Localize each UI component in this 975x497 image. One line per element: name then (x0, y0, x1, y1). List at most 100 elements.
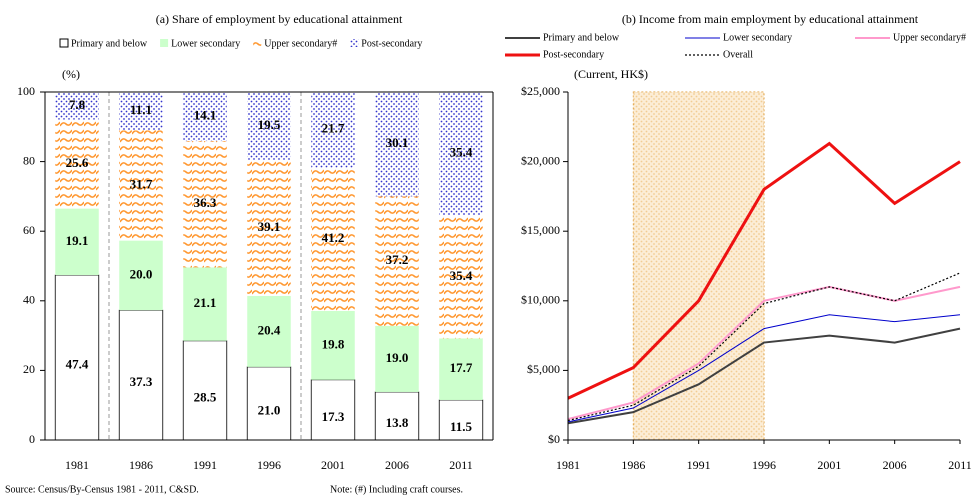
bar-segment (119, 130, 163, 241)
value-label: 21.1 (194, 295, 217, 310)
bar-segment (183, 92, 227, 142)
x-tick-label: 1986 (621, 458, 645, 472)
x-tick-label: 2001 (817, 458, 841, 472)
bar-segment (375, 196, 419, 326)
source: Source: Census/By-Census 1981 - 2011, C&… (5, 484, 199, 495)
value-label: 31.7 (130, 176, 153, 191)
y-tick-label: 0 (29, 432, 35, 446)
bar-segment (247, 92, 291, 160)
bar-segment (439, 215, 483, 339)
legend-swatch (160, 39, 169, 47)
bar-segment (311, 92, 355, 168)
shaded-period-texture (633, 92, 764, 440)
legend-label: Overall (723, 49, 753, 60)
y-tick-label: 20 (23, 362, 35, 376)
value-label: 11.5 (450, 419, 473, 434)
bar-segment (183, 141, 227, 268)
bar-segment (374, 391, 420, 441)
line-series (567, 314, 961, 423)
legend-label: Upper secondary# (264, 38, 337, 49)
value-label: 41.2 (322, 230, 345, 245)
value-label: 39.1 (258, 219, 281, 234)
value-label: 37.3 (130, 374, 153, 389)
value-label: 19.5 (258, 117, 281, 132)
bar-segment (246, 366, 292, 441)
legend-label: Post-secondary (361, 38, 422, 49)
bar-segment (439, 92, 483, 216)
value-label: 35.4 (450, 145, 473, 160)
y-tick-label: $5,000 (527, 362, 560, 376)
y-tick-label: $25,000 (521, 84, 560, 98)
value-label: 47.4 (66, 357, 89, 372)
value-label: 19.8 (322, 336, 345, 351)
y-tick-label: $20,000 (521, 153, 560, 167)
value-label: 28.5 (194, 389, 217, 404)
value-label: 30.1 (386, 135, 409, 150)
value-label: 35.4 (450, 268, 473, 283)
value-label: 37.2 (386, 252, 409, 267)
x-tick-label: 1996 (752, 458, 776, 472)
bar-segment (375, 325, 419, 392)
y-tick-label: $15,000 (521, 223, 560, 237)
y-tick-label: 100 (17, 84, 35, 98)
value-label: 19.1 (66, 233, 89, 248)
legend-swatch (253, 39, 262, 47)
legend-label: Lower secondary (171, 38, 240, 49)
value-label: 13.8 (386, 415, 409, 430)
y-tick-label: $10,000 (521, 293, 560, 307)
x-tick-label: 2011 (948, 458, 972, 472)
x-tick-label: 2011 (449, 458, 473, 472)
value-label: 14.1 (194, 108, 217, 123)
bar-segment (183, 267, 227, 341)
y-tick-label: 80 (23, 153, 35, 167)
bar-segment (55, 208, 99, 276)
value-label: 36.3 (194, 195, 217, 210)
bar-segment (119, 91, 163, 131)
bar-segment (55, 119, 99, 209)
x-tick-label: 1996 (257, 458, 281, 472)
line-series (567, 272, 961, 422)
line-series (567, 141, 961, 400)
bar-segment (438, 399, 484, 441)
legend-label: Primary and below (543, 32, 620, 43)
x-tick-label: 2006 (883, 458, 907, 472)
bar-segment (375, 91, 419, 197)
value-label: 17.7 (450, 360, 473, 375)
legend-swatch (59, 38, 69, 48)
chart-title: (b) Income from main employment by educa… (622, 12, 919, 26)
value-label: 11.1 (130, 102, 152, 117)
bar-segment (247, 159, 291, 296)
x-tick-label: 2001 (321, 458, 345, 472)
x-tick-label: 1981 (556, 458, 580, 472)
y-tick-label: 40 (23, 293, 35, 307)
legend-label: Upper secondary# (893, 32, 966, 43)
bar-segment (439, 338, 483, 400)
x-tick-label: 1991 (687, 458, 711, 472)
x-tick-label: 1981 (65, 458, 89, 472)
value-label: 7.8 (69, 97, 86, 112)
y-tick-label: $0 (548, 432, 560, 446)
value-label: 19.0 (386, 350, 409, 365)
x-tick-label: 1991 (193, 458, 217, 472)
value-label: 25.6 (66, 155, 89, 170)
bar-segment (311, 310, 355, 380)
line-series (567, 327, 961, 425)
bar-segment (55, 92, 99, 120)
line-series (567, 285, 961, 421)
x-tick-label: 1986 (129, 458, 153, 472)
y-axis-label: (Current, HK$) (574, 67, 648, 81)
value-label: 17.3 (322, 409, 345, 424)
x-tick-label: 2006 (385, 458, 409, 472)
legend-label: Post-secondary (543, 49, 604, 60)
value-label: 21.0 (258, 402, 281, 417)
legend-label: Primary and below (71, 38, 148, 49)
y-tick-label: 60 (23, 223, 35, 237)
bar-segment (247, 295, 291, 367)
value-label: 20.0 (130, 266, 153, 281)
chart-title: (a) Share of employment by educational a… (156, 12, 403, 26)
value-label: 20.4 (258, 322, 281, 337)
y-axis-label: (%) (62, 67, 80, 81)
bar-segment (118, 309, 164, 441)
value-label: 21.7 (322, 121, 345, 136)
